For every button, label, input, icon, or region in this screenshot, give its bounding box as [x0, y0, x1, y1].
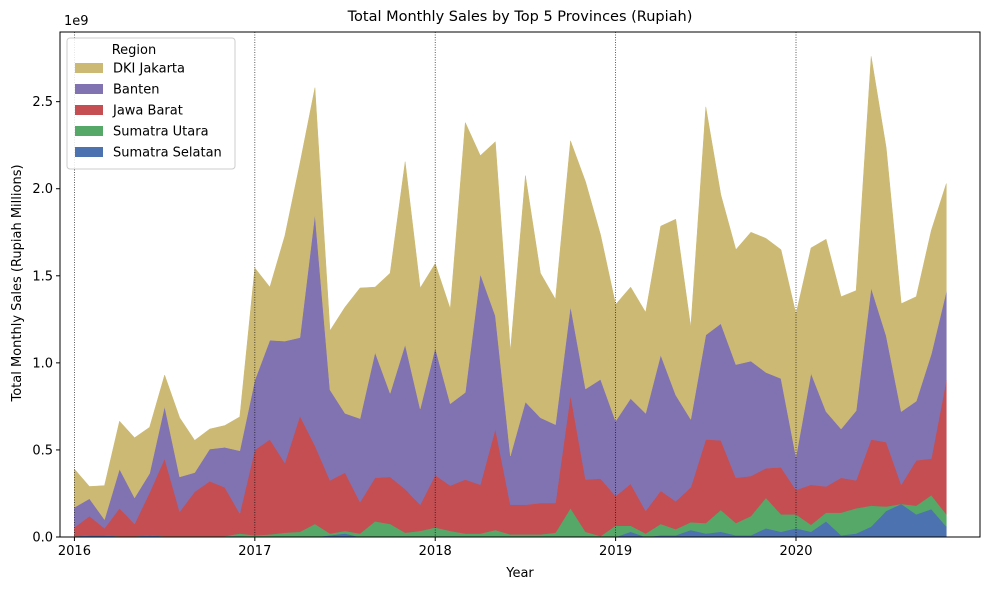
legend-box: [66, 37, 236, 170]
y-tick-label: 2.5: [32, 95, 53, 110]
axis-ticks: 2016 2017 2018 2019 2020 0.0 0.5 1.0 1.5 2.0 2.5: [32, 95, 812, 559]
y-tick-label: 1.5: [32, 269, 53, 284]
legend-label-jawa-barat: Jawa Barat: [112, 104, 183, 119]
chart-title: Total Monthly Sales by Top 5 Provinces (…: [347, 9, 693, 25]
area-series-dki-jakarta: [74, 56, 947, 521]
legend-swatch-jawa-barat: [75, 105, 103, 115]
y-tick-label: 1.0: [32, 356, 53, 371]
y-tick-label: 2.0: [32, 182, 53, 197]
y-axis-offset-label: 1e9: [64, 14, 89, 29]
y-tick-label: 0.5: [32, 443, 53, 458]
legend-swatch-sumatra-selatan: [75, 147, 103, 157]
y-axis-label: Total Monthly Sales (Rupiah Millions): [10, 164, 25, 402]
legend-title: Region: [112, 43, 157, 58]
legend-label-banten: Banten: [113, 83, 159, 98]
vertical-gridlines: [74, 32, 797, 537]
legend-swatch-banten: [75, 84, 103, 94]
stacked-area-layer: [74, 56, 947, 538]
x-tick-label: 2018: [419, 544, 452, 559]
legend-label-sumatra-selatan: Sumatra Selatan: [113, 146, 222, 161]
legend-label-dki-jakarta: DKI Jakarta: [113, 62, 185, 77]
plot-frame: [59, 31, 981, 538]
legend: Region DKI Jakarta Banten Jawa Barat Sumatra…: [66, 37, 236, 170]
x-tick-label: 2016: [58, 544, 91, 559]
x-tick-label: 2019: [599, 544, 632, 559]
x-tick-label: 2017: [238, 544, 271, 559]
legend-swatch-sumatra-utara: [75, 126, 103, 136]
x-tick-label: 2020: [779, 544, 812, 559]
y-tick-label: 0.0: [32, 531, 53, 546]
x-axis-label: Year: [505, 566, 534, 581]
legend-swatch-dki-jakarta: [75, 63, 103, 73]
legend-label-sumatra-utara: Sumatra Utara: [113, 125, 209, 140]
